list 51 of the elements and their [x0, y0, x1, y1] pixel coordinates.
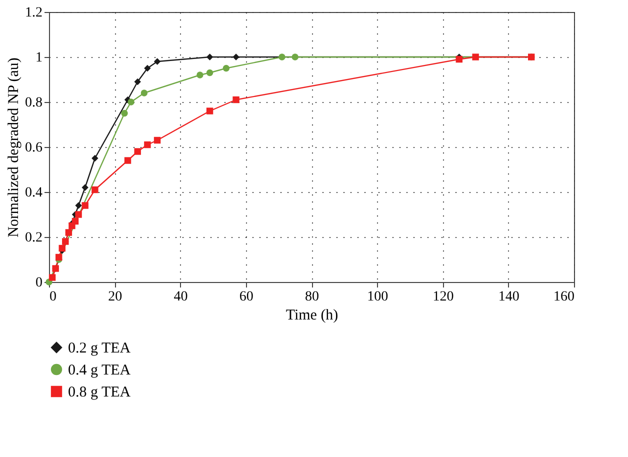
legend-label: 0.8 g TEA: [68, 384, 131, 400]
x-tick-label: 20: [108, 290, 122, 304]
y-tick-label: 0.8: [25, 96, 42, 110]
point: [134, 78, 141, 86]
point: [292, 54, 298, 60]
x-tick-label: 60: [239, 290, 254, 304]
point: [232, 54, 240, 60]
point: [154, 58, 161, 65]
y-tick-label: 0.6: [25, 140, 42, 156]
y-tick-label: 0: [36, 276, 42, 290]
y-axis-title: Normalized degraded NP (au): [6, 58, 22, 238]
x-tick-label: 80: [305, 290, 319, 304]
point: [82, 184, 88, 191]
point: [82, 202, 88, 209]
y-tick-label: 1: [36, 50, 42, 66]
point: [472, 54, 479, 60]
point: [92, 186, 98, 194]
point: [75, 202, 82, 209]
y-tick-label: 0.4: [25, 186, 42, 200]
point: [456, 56, 463, 63]
x-tick-label: 120: [432, 290, 454, 304]
point: [140, 90, 148, 96]
point: [58, 244, 66, 252]
x-tick-label: 100: [367, 290, 388, 304]
point: [72, 218, 79, 225]
point: [206, 69, 214, 76]
point: [232, 96, 240, 104]
point: [196, 72, 204, 78]
x-tick-label: 0: [50, 290, 56, 304]
point: [144, 141, 151, 148]
point: [124, 157, 132, 164]
point: [134, 148, 141, 155]
point: [154, 136, 161, 144]
point: [278, 54, 286, 60]
point: [206, 108, 214, 114]
point: [121, 110, 128, 117]
x-tick-label: 160: [554, 290, 574, 304]
y-tick-label: 0.2: [25, 230, 42, 246]
point: [55, 254, 62, 261]
point: [222, 64, 230, 72]
point: [206, 54, 214, 60]
point: [75, 211, 82, 218]
point: [92, 154, 98, 162]
y-tick-label: 1.2: [25, 6, 42, 20]
point: [128, 98, 134, 106]
x-tick-label: 140: [498, 290, 520, 304]
legend-label: 0.2 g TEA: [68, 340, 131, 356]
point: [144, 64, 151, 72]
x-axis-title: Time (h): [286, 308, 338, 324]
legend-label: 0.4 g TEA: [68, 362, 131, 378]
x-tick-label: 40: [174, 290, 188, 304]
